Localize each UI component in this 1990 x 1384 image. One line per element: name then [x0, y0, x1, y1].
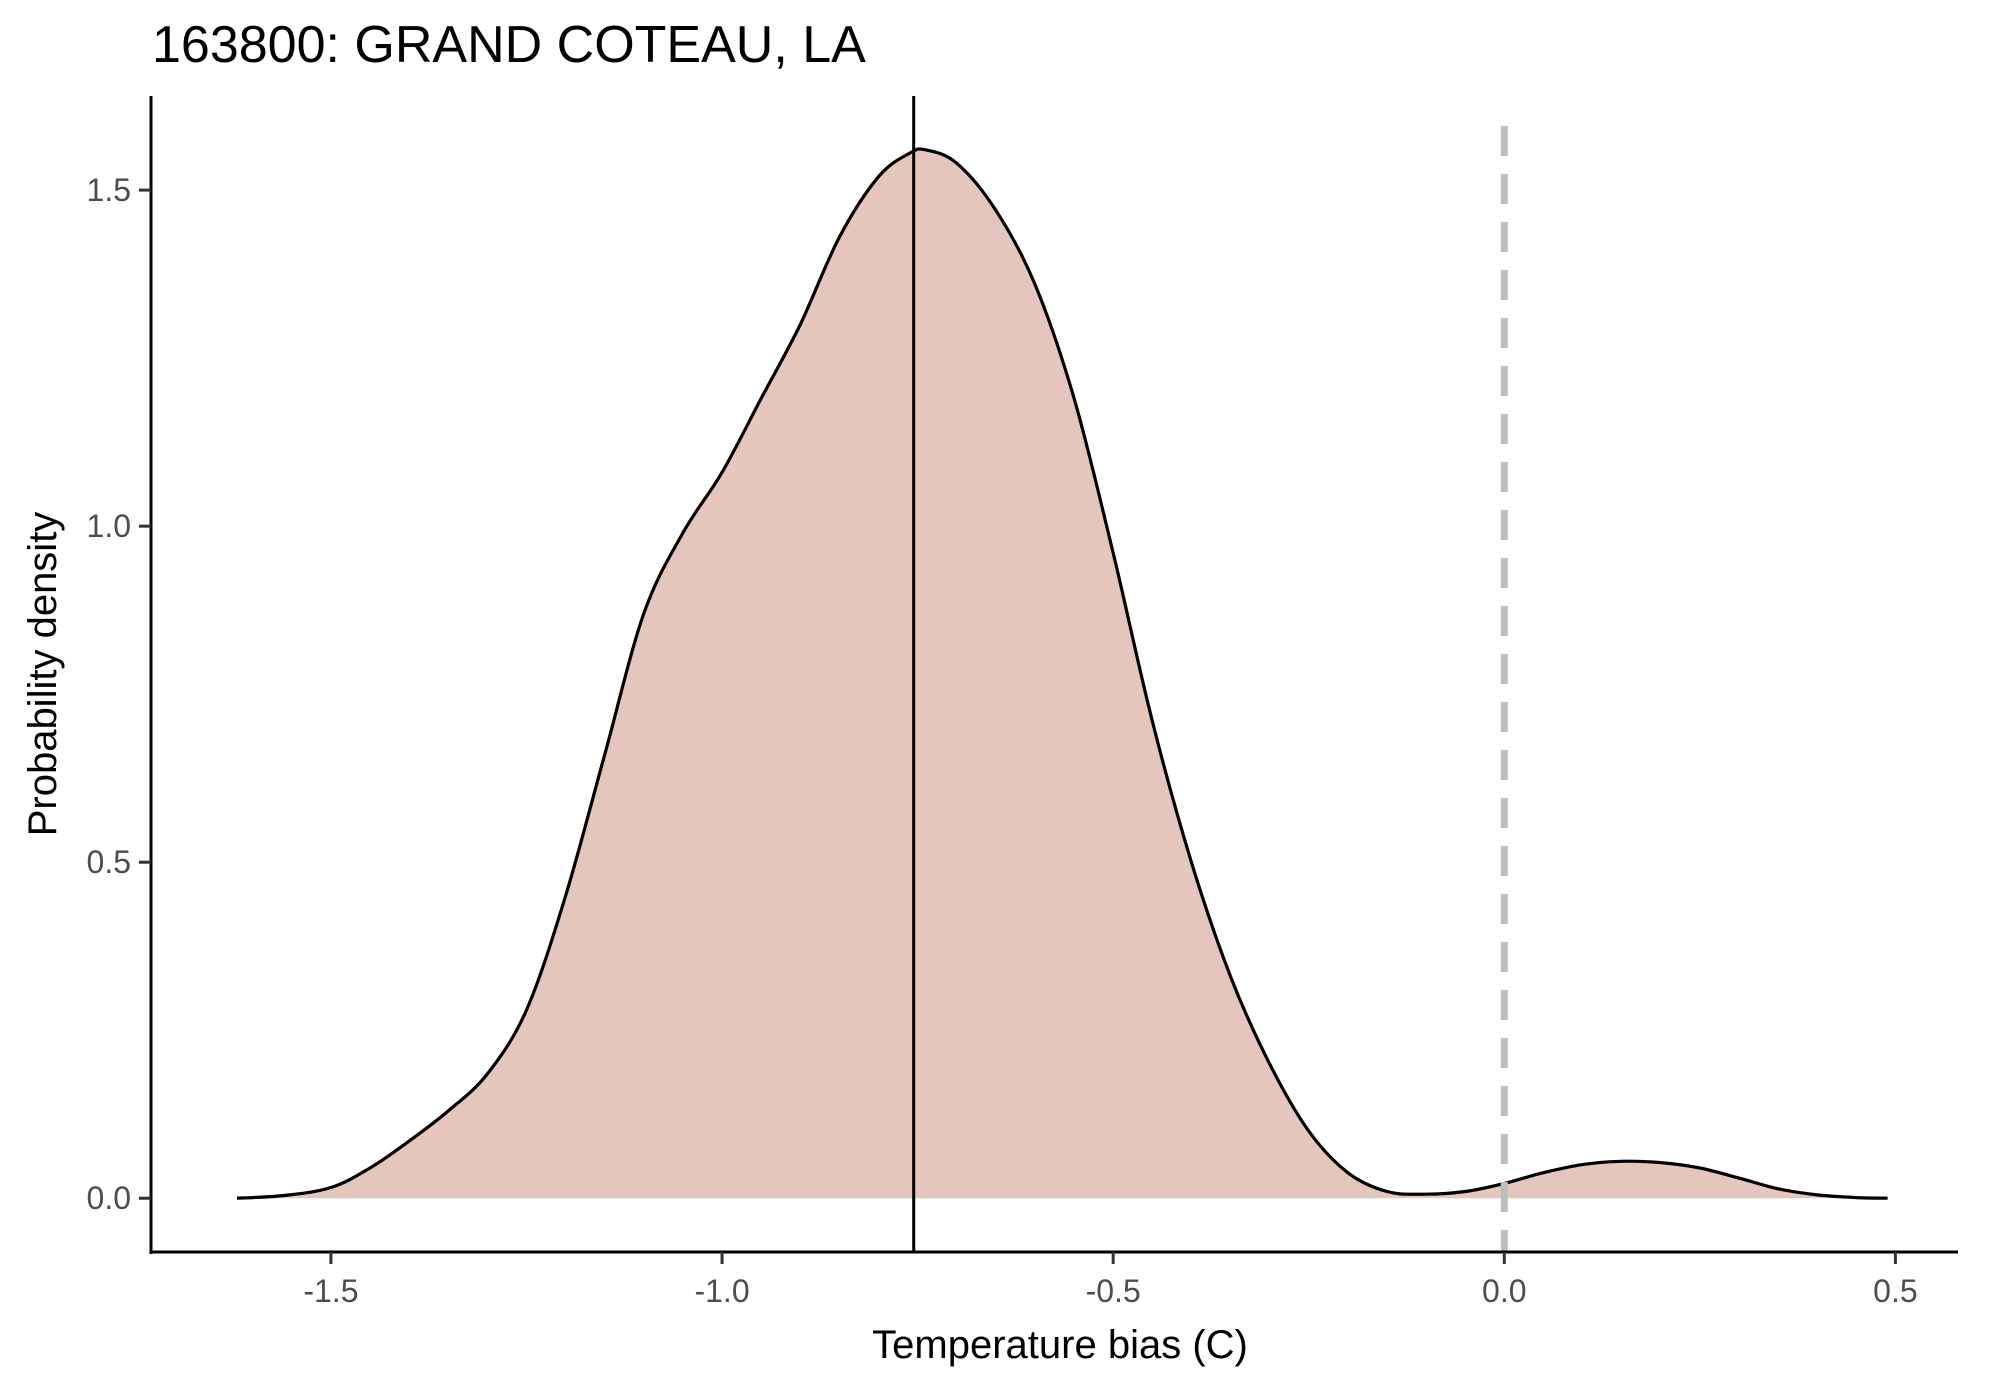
y-tick-label: 0.5	[87, 844, 131, 880]
x-tick-label: -0.5	[1086, 1273, 1141, 1309]
x-axis-ticks: -1.5 -1.0 -0.5 0.0 0.5	[303, 1252, 1918, 1309]
x-tick-label: 0.0	[1482, 1273, 1526, 1309]
y-axis-ticks: 0.0 0.5 1.0 1.5	[87, 172, 151, 1216]
x-axis-title: Temperature bias (C)	[872, 1323, 1248, 1367]
y-tick-label: 1.0	[87, 508, 131, 544]
y-tick-label: 1.5	[87, 172, 131, 208]
density-line	[236, 147, 1888, 1200]
density-area	[237, 148, 1888, 1199]
x-tick-label: 0.5	[1873, 1273, 1917, 1309]
y-axis-title: Probability density	[21, 512, 65, 837]
plot-area	[236, 147, 1888, 1200]
chart-title: 163800: GRAND COTEAU, LA	[152, 16, 866, 74]
y-tick-label: 0.0	[87, 1180, 131, 1216]
x-tick-label: -1.0	[694, 1273, 749, 1309]
reference-lines	[912, 96, 1508, 1252]
x-tick-label: -1.5	[303, 1273, 358, 1309]
